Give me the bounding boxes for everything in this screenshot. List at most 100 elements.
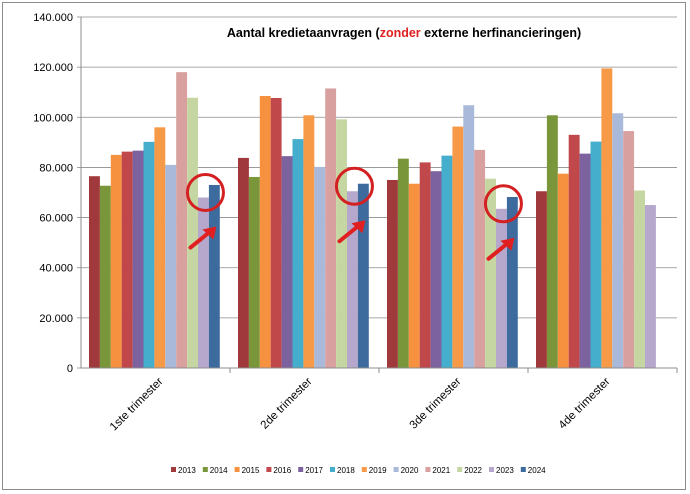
chart-frame: 0 20.000 40.000 60.000 80.000 100.000 120.000 1… — [2, 2, 686, 490]
legend-swatch-2022 — [457, 467, 463, 472]
bar-2014-2 — [248, 176, 260, 368]
y-tick-label: 40.000 — [39, 263, 73, 275]
bar-2024-1 — [208, 184, 220, 368]
bar-2024-3 — [506, 197, 518, 368]
category-label: 1ste trimester — [108, 376, 166, 434]
bar-2020-1 — [165, 164, 177, 368]
title-part-before: Aantal kredietaanvragen ( — [227, 26, 381, 40]
bar-2021-4 — [623, 131, 635, 368]
bar-2017-1 — [132, 150, 144, 368]
y-tick-label: 60.000 — [39, 213, 73, 225]
y-tick-label: 20.000 — [39, 313, 73, 325]
legend-swatch-2023 — [489, 467, 494, 472]
highlight-circle — [185, 173, 225, 213]
bar-2022-4 — [634, 190, 645, 368]
legend-swatch-2015 — [234, 467, 240, 472]
bar-2014-3 — [397, 158, 409, 368]
legend-label-2017: 2017 — [305, 466, 323, 475]
legend-label-2024: 2024 — [528, 466, 546, 475]
chart-title: Aantal kredietaanvragen (zonder externe … — [227, 26, 581, 40]
bar-2016-4 — [568, 134, 580, 368]
bar-2021-1 — [176, 72, 188, 369]
bar-2013-1 — [89, 176, 100, 368]
bar-2016-3 — [419, 162, 431, 368]
legend-label-2015: 2015 — [242, 466, 260, 475]
bar-2023-4 — [645, 205, 656, 368]
title-part-after: externe herfinancieringen) — [421, 26, 581, 40]
bar-2014-4 — [546, 115, 558, 368]
title-part-highlight: zonder — [380, 26, 421, 40]
bar-2022-1 — [187, 97, 198, 368]
legend-swatch-2019 — [361, 467, 367, 472]
y-tick-label: 140.000 — [33, 12, 73, 24]
annotations — [185, 166, 523, 261]
legend-swatch-2018 — [330, 467, 335, 472]
y-tick-label: 120.000 — [33, 62, 73, 74]
arrow-head — [351, 220, 366, 234]
bar-2014-1 — [99, 185, 111, 368]
bar-2019-2 — [303, 115, 315, 368]
legend-label-2013: 2013 — [178, 466, 196, 475]
y-tick-label: 100.000 — [33, 112, 73, 124]
y-axis-tick-labels: 0 20.000 40.000 60.000 80.000 100.000 120.000 1… — [33, 12, 73, 375]
bar-2018-2 — [292, 139, 304, 368]
legend-label-2014: 2014 — [210, 466, 228, 475]
legend-label-2019: 2019 — [369, 466, 387, 475]
category-label: 2de trimester — [259, 376, 315, 432]
bar-2017-2 — [281, 156, 293, 368]
highlight-circle — [334, 166, 374, 206]
y-tick-label: 80.000 — [39, 162, 73, 174]
bar-2016-2 — [270, 97, 282, 368]
bar-2021-3 — [474, 149, 486, 368]
arrow-head — [202, 226, 217, 240]
legend-label-2016: 2016 — [273, 466, 291, 475]
bar-2017-4 — [579, 153, 591, 368]
bar-2024-2 — [357, 183, 369, 368]
bar-2020-4 — [612, 113, 624, 368]
y-tick-label: 0 — [67, 363, 73, 375]
bar-2013-2 — [238, 157, 249, 368]
legend-swatch-2013 — [171, 467, 176, 472]
legend-swatch-2017 — [298, 467, 304, 472]
bar-2020-2 — [314, 166, 326, 368]
bar-2021-2 — [325, 88, 337, 368]
bar-2023-1 — [198, 197, 209, 368]
bar-2015-2 — [259, 95, 271, 368]
bar-2019-1 — [154, 127, 166, 368]
bar-2019-4 — [601, 68, 613, 369]
bar-2015-1 — [110, 154, 122, 368]
bar-2015-3 — [408, 183, 420, 368]
bar-chart: 0 20.000 40.000 60.000 80.000 100.000 120.000 1… — [33, 12, 678, 475]
legend-swatch-2021 — [425, 467, 431, 472]
bar-2016-1 — [121, 151, 133, 368]
legend-swatch-2020 — [393, 467, 399, 472]
legend-swatch-2024 — [520, 467, 526, 472]
bar-2018-3 — [441, 155, 453, 368]
bar-2022-3 — [485, 178, 496, 368]
bar-2023-3 — [496, 208, 507, 368]
bar-2022-2 — [336, 119, 347, 368]
bar-2018-4 — [590, 141, 602, 368]
category-label: 3de trimester — [408, 376, 464, 432]
legend: 2013 2014 2015 2016 2017 2018 2019 2020 2021 2022… — [171, 466, 546, 475]
bar-2020-3 — [463, 105, 475, 368]
x-axis-category-labels: 1ste trimester 2de trimester 3de trimester… — [108, 376, 613, 434]
legend-swatch-2016 — [266, 467, 272, 472]
legend-label-2018: 2018 — [337, 466, 355, 475]
bar-2015-4 — [557, 173, 569, 368]
legend-label-2021: 2021 — [432, 466, 450, 475]
bar-2013-4 — [536, 191, 547, 368]
axes — [80, 17, 678, 373]
bars — [89, 68, 656, 369]
legend-label-2020: 2020 — [401, 466, 419, 475]
highlight-circle — [483, 184, 523, 224]
bar-2019-3 — [452, 126, 464, 369]
bar-2013-3 — [387, 179, 398, 368]
bar-2018-1 — [143, 141, 155, 368]
legend-label-2023: 2023 — [496, 466, 514, 475]
bar-2017-3 — [430, 171, 442, 368]
legend-label-2022: 2022 — [464, 466, 482, 475]
legend-swatch-2014 — [202, 467, 208, 472]
category-label: 4de trimester — [557, 376, 613, 432]
arrow-head — [500, 237, 515, 251]
